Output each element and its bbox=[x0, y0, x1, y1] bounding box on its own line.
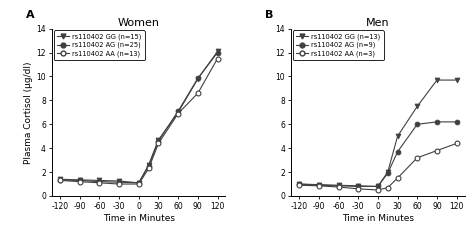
Title: Women: Women bbox=[118, 18, 160, 28]
Title: Men: Men bbox=[366, 18, 390, 28]
Text: A: A bbox=[26, 10, 35, 20]
X-axis label: Time in Minutes: Time in Minutes bbox=[342, 214, 414, 223]
Legend: rs110402 GG (n=13), rs110402 AG (n=9), rs110402 AA (n=3): rs110402 GG (n=13), rs110402 AG (n=9), r… bbox=[293, 30, 383, 60]
Y-axis label: Plasma Cortisol (µg/dl): Plasma Cortisol (µg/dl) bbox=[25, 61, 34, 163]
X-axis label: Time in Minutes: Time in Minutes bbox=[103, 214, 175, 223]
Legend: rs110402 GG (n=15), rs110402 AG (n=25), rs110402 AA (n=13): rs110402 GG (n=15), rs110402 AG (n=25), … bbox=[54, 30, 145, 60]
Text: B: B bbox=[265, 10, 273, 20]
